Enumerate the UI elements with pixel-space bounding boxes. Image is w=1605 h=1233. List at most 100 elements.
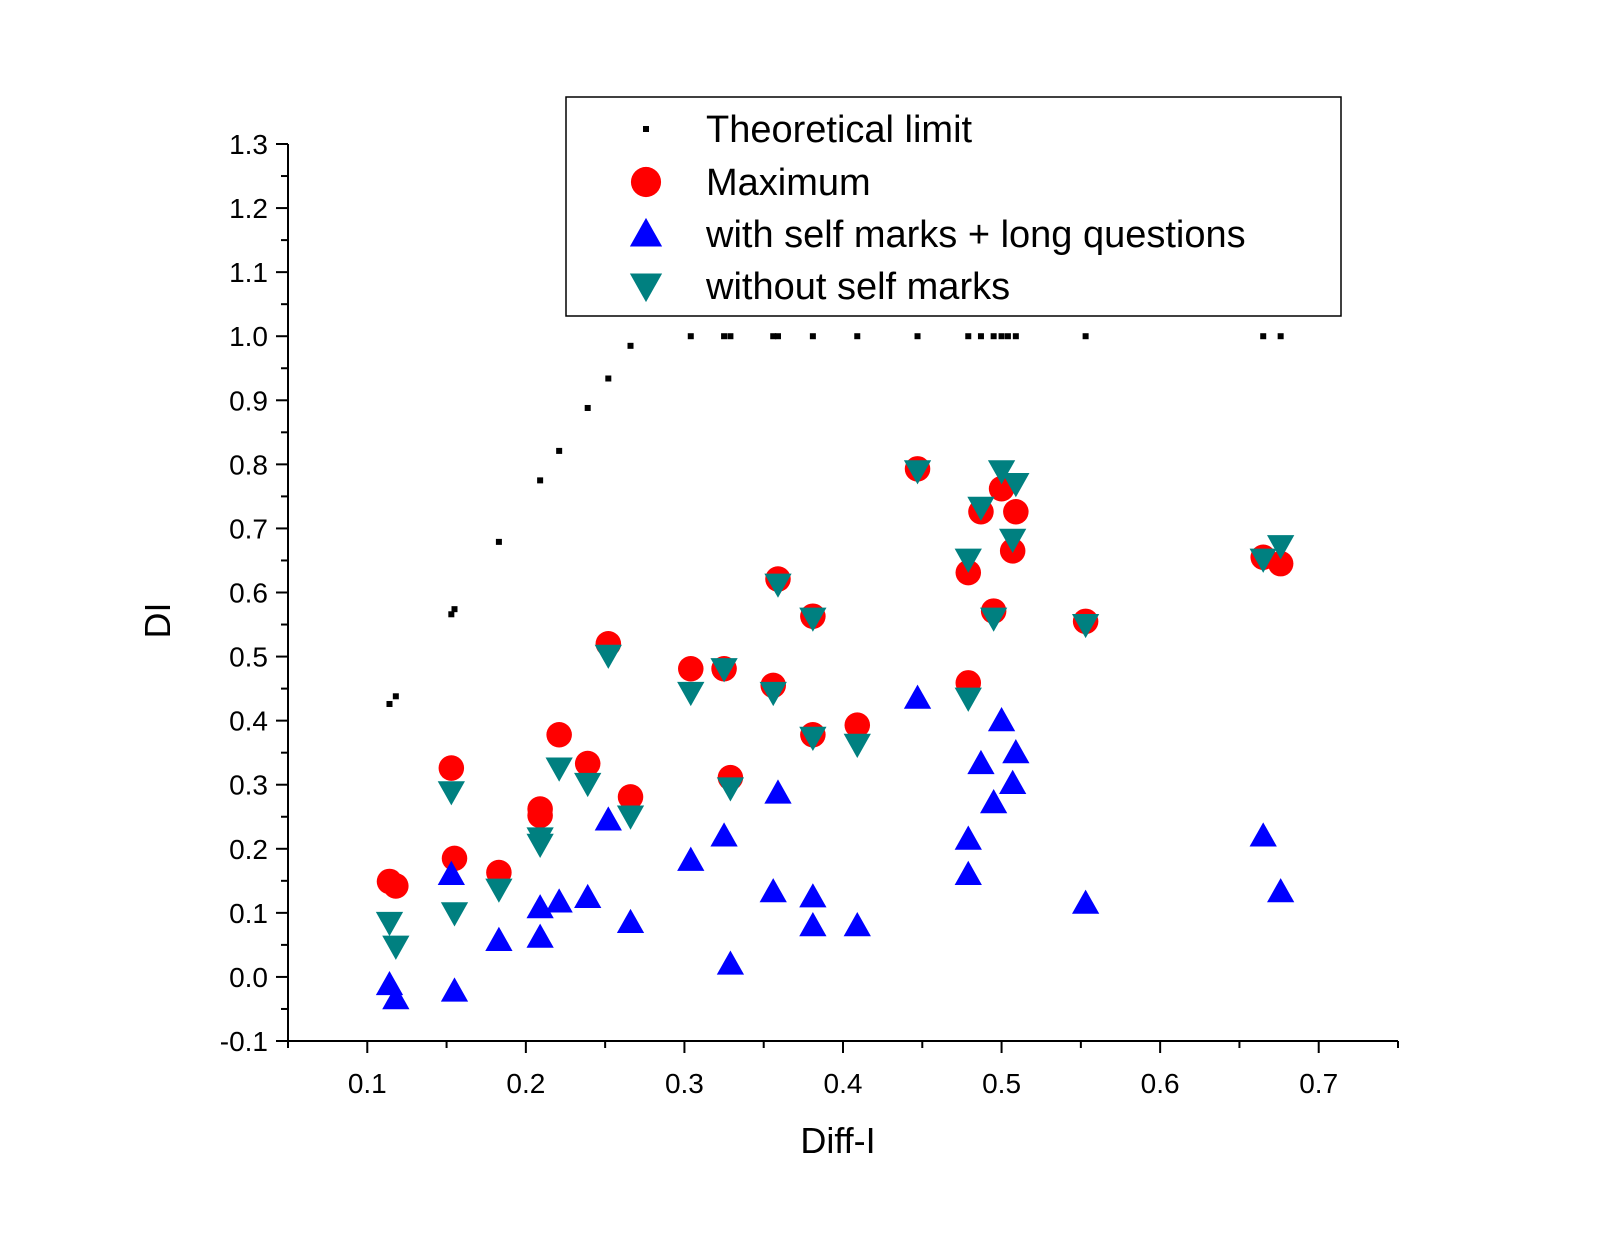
data-point xyxy=(438,755,465,781)
data-point xyxy=(594,644,622,669)
data-point xyxy=(1249,548,1277,573)
legend-label: Theoretical limit xyxy=(706,109,973,151)
x-tick-label: 0.6 xyxy=(1141,1068,1180,1099)
plot-area xyxy=(375,333,1295,1010)
data-point xyxy=(987,707,1016,732)
data-point xyxy=(1012,333,1019,340)
x-tick-label: 0.1 xyxy=(348,1068,387,1099)
data-point xyxy=(448,611,455,618)
data-point xyxy=(727,333,734,340)
y-tick-label: 0.3 xyxy=(229,770,268,801)
data-point xyxy=(1267,878,1295,903)
data-point xyxy=(451,606,458,613)
data-point xyxy=(526,923,554,948)
x-tick-label: 0.4 xyxy=(824,1068,863,1099)
data-point xyxy=(594,806,622,831)
y-tick-label: 1.3 xyxy=(229,129,268,160)
y-tick-label: 0.9 xyxy=(229,385,268,416)
y-tick-label: 0.2 xyxy=(229,834,268,865)
data-point xyxy=(1082,333,1089,340)
data-point xyxy=(759,681,787,707)
x-tick-label: 0.5 xyxy=(982,1068,1021,1099)
data-point xyxy=(605,375,612,382)
data-point xyxy=(764,573,792,598)
data-point xyxy=(629,217,663,247)
y-tick-label: 0.5 xyxy=(229,642,268,673)
x-axis-title: Diff-I xyxy=(800,1120,875,1161)
data-point xyxy=(616,908,645,934)
data-point xyxy=(721,333,728,340)
series-0 xyxy=(386,333,1284,707)
data-point xyxy=(710,658,738,683)
data-point xyxy=(630,166,662,198)
data-point xyxy=(527,802,553,829)
data-point xyxy=(967,749,995,775)
y-tick-label: 0.1 xyxy=(229,898,268,929)
data-point xyxy=(537,477,544,484)
y-tick-label: 1.2 xyxy=(229,193,268,224)
data-point xyxy=(485,926,513,951)
data-point xyxy=(954,548,982,573)
data-point xyxy=(678,655,704,682)
data-point xyxy=(770,333,777,340)
data-point xyxy=(977,333,984,340)
data-point xyxy=(485,878,513,903)
data-point xyxy=(545,888,573,913)
data-point xyxy=(574,772,602,798)
x-tick-label: 0.3 xyxy=(665,1068,704,1099)
y-tick-label: 1.0 xyxy=(229,321,268,352)
x-tick-label: 0.2 xyxy=(506,1068,545,1099)
x-tick-label: 0.7 xyxy=(1299,1068,1338,1099)
data-point xyxy=(437,781,465,806)
data-point xyxy=(375,911,404,937)
data-point xyxy=(526,833,554,858)
data-point xyxy=(382,985,410,1010)
data-point xyxy=(627,342,634,349)
data-point xyxy=(545,757,573,782)
data-point xyxy=(799,912,827,937)
legend-box xyxy=(565,96,1342,317)
data-point xyxy=(764,779,792,804)
y-tick-label: 0.4 xyxy=(229,706,268,737)
data-point xyxy=(495,538,502,545)
data-point xyxy=(1002,739,1030,764)
data-point xyxy=(382,935,410,960)
data-point xyxy=(617,784,644,810)
data-point xyxy=(1267,535,1295,560)
data-point xyxy=(556,447,563,454)
data-point xyxy=(392,693,399,700)
data-point xyxy=(677,846,705,871)
y-tick-label: 0.6 xyxy=(229,578,268,609)
data-point xyxy=(999,528,1027,553)
data-point xyxy=(954,860,982,885)
data-point xyxy=(440,977,469,1002)
legend-label: Maximum xyxy=(706,162,871,204)
data-point xyxy=(980,789,1008,814)
data-point xyxy=(903,684,932,709)
data-point xyxy=(799,607,827,632)
legend-label: with self marks + long questions xyxy=(705,214,1246,256)
series-1 xyxy=(376,456,1294,899)
data-point xyxy=(383,873,409,899)
legend: Theoretical limit Maximum with self marks … xyxy=(565,96,1342,317)
data-point xyxy=(629,273,663,303)
data-point xyxy=(584,404,591,411)
data-point xyxy=(1277,333,1284,340)
data-point xyxy=(1071,889,1100,914)
data-point xyxy=(799,726,827,751)
data-point xyxy=(967,496,995,521)
data-point xyxy=(965,333,972,340)
data-point xyxy=(574,883,602,909)
data-point xyxy=(574,750,601,777)
y-tick-label: 0.7 xyxy=(229,513,268,544)
data-point xyxy=(710,822,738,847)
data-point xyxy=(854,333,861,340)
data-point xyxy=(980,607,1008,632)
data-point xyxy=(616,805,645,830)
data-point xyxy=(687,333,694,340)
data-point xyxy=(954,825,982,850)
y-tick-label: -0.1 xyxy=(220,1026,268,1057)
data-point xyxy=(1267,550,1294,577)
data-point xyxy=(903,460,932,485)
